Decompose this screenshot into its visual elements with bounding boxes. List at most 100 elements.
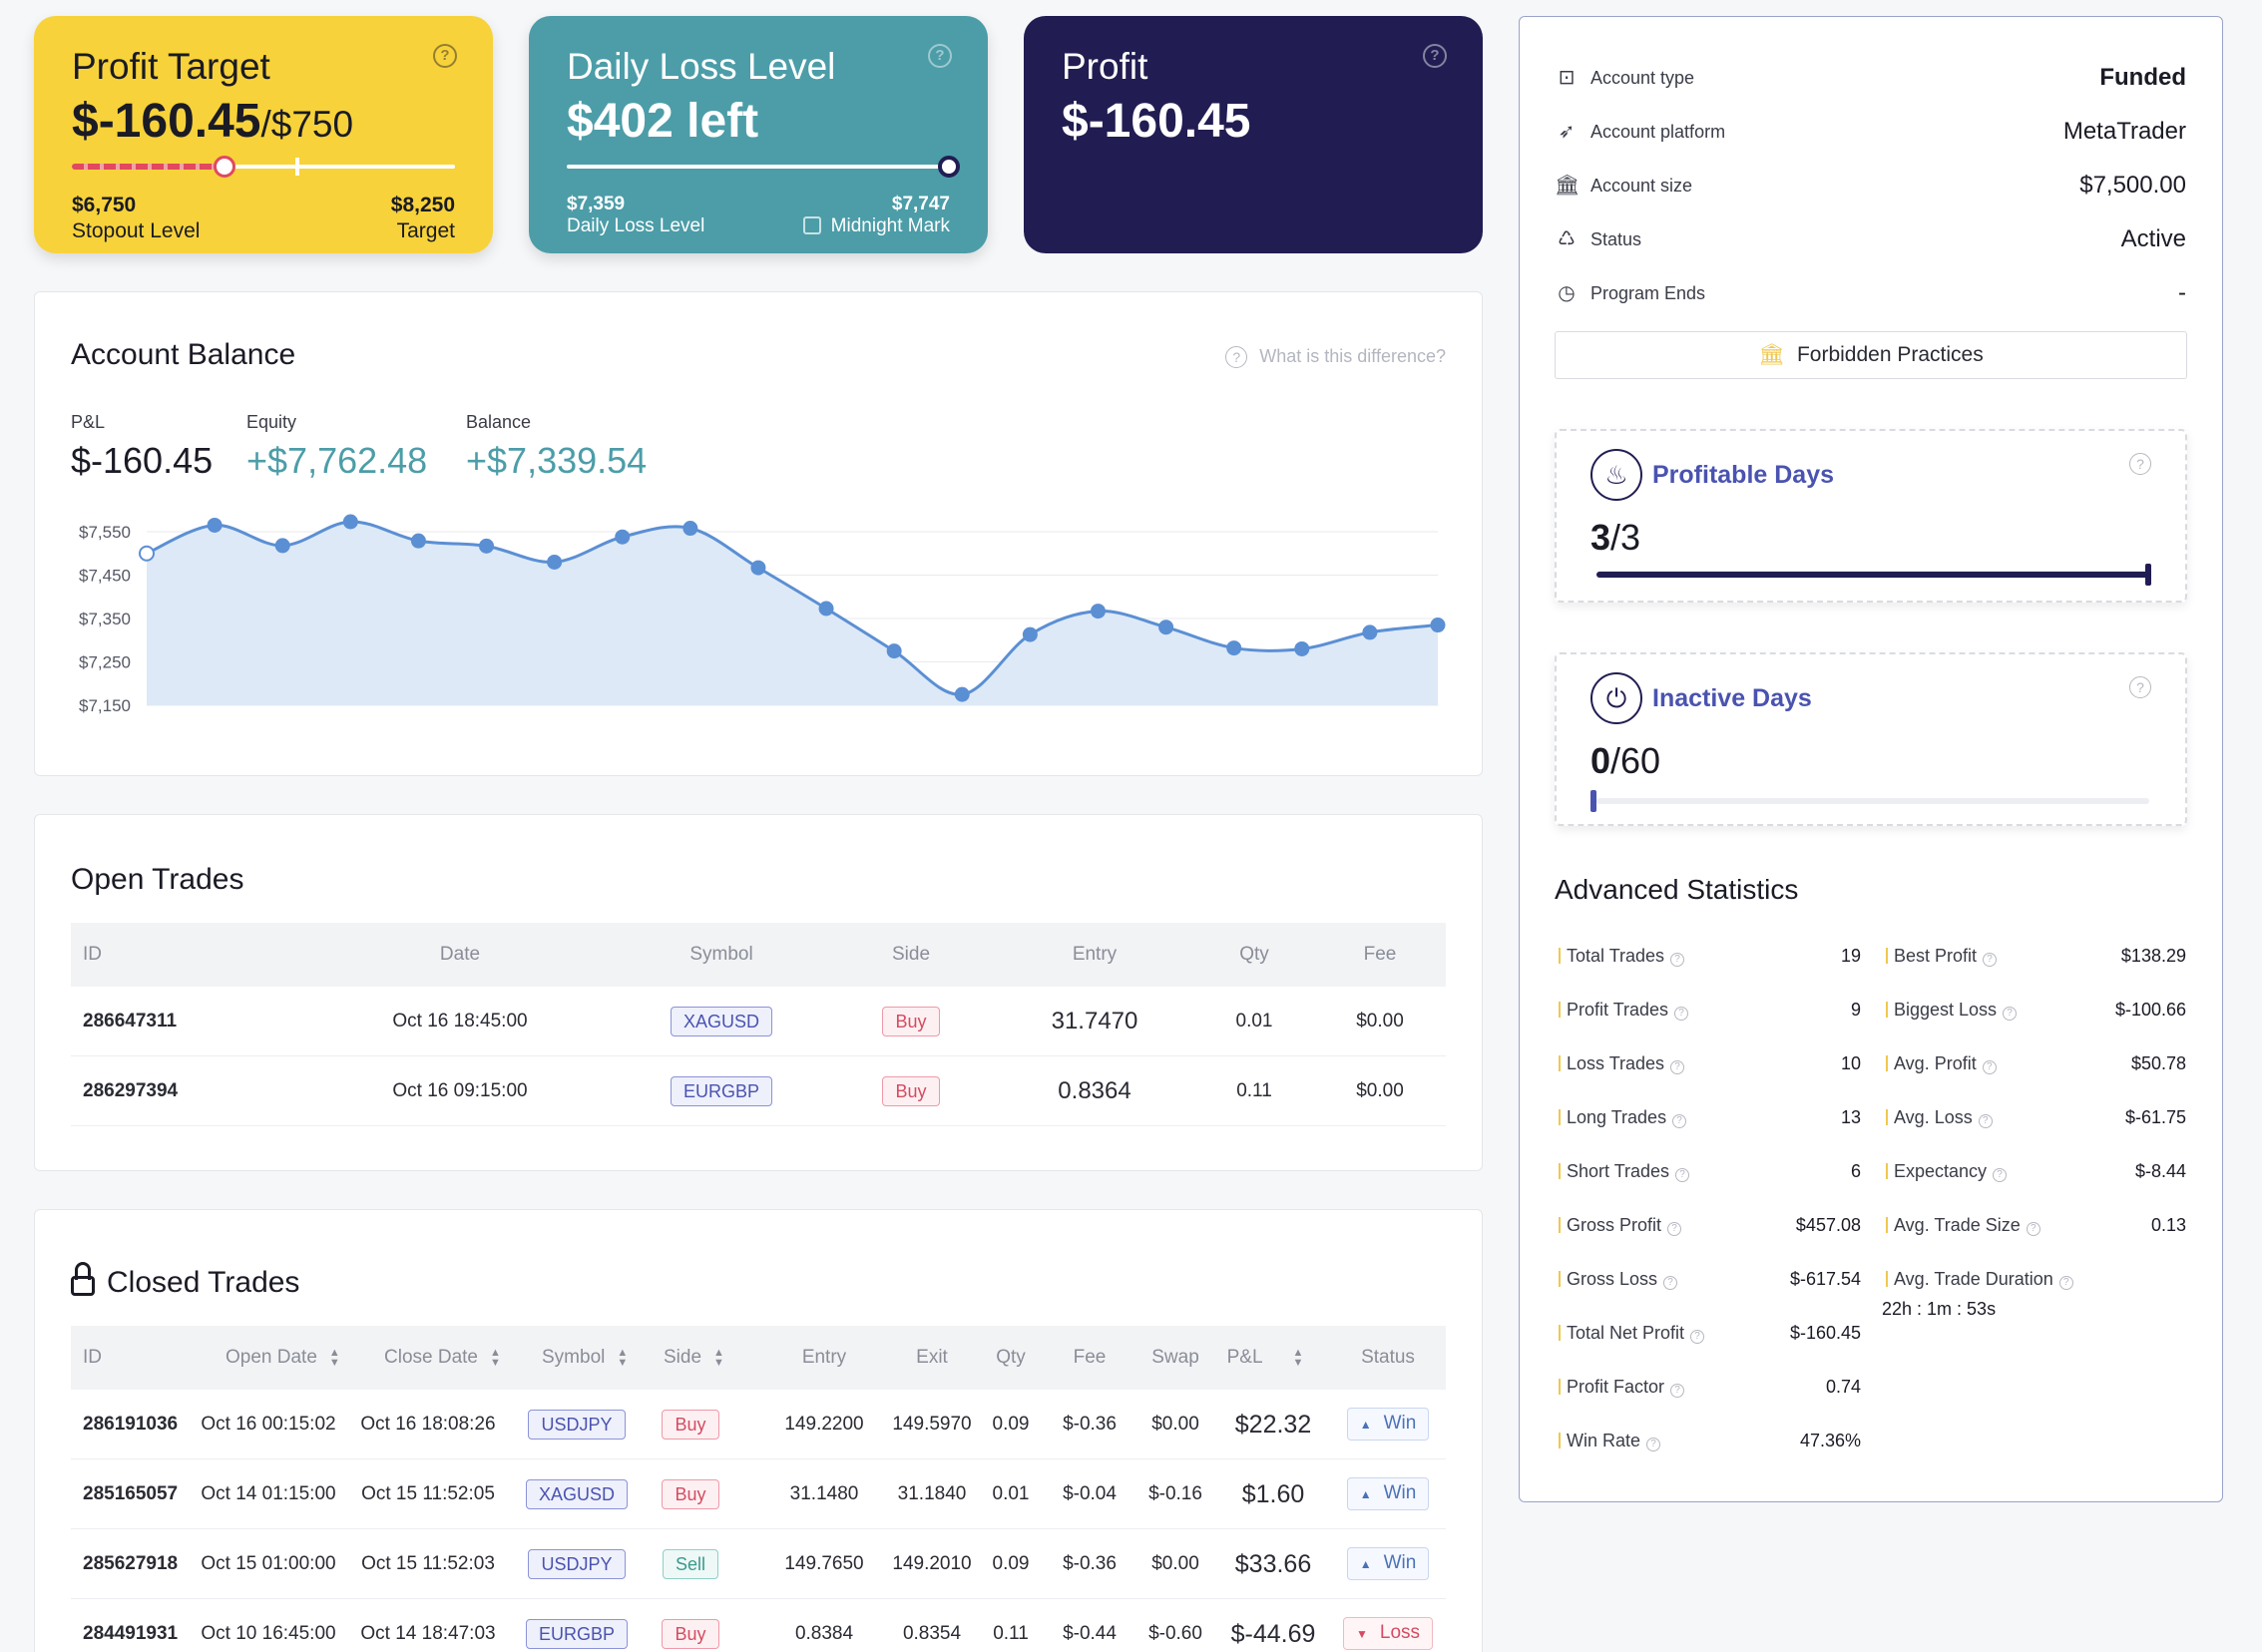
stat-label: Short Trades?: [1559, 1161, 1690, 1182]
data-point[interactable]: [818, 601, 834, 617]
advanced-statistics-title: Advanced Statistics: [1555, 874, 1799, 905]
symbol-badge: USDJPY: [528, 1409, 626, 1440]
help-icon[interactable]: ?: [1674, 1007, 1689, 1021]
daily-loss-value: $402 left: [567, 95, 759, 148]
pnl-label: P&L: [71, 412, 106, 432]
help-icon[interactable]: ?: [1672, 1114, 1687, 1128]
sort-icon[interactable]: ▲ ▼: [1292, 1346, 1304, 1369]
stat-value: $-8.44: [2134, 1161, 2186, 1181]
status-badge: ▼ Loss: [1342, 1617, 1434, 1651]
help-icon[interactable]: ?: [2058, 1276, 2073, 1290]
table-row[interactable]: 285165057 Oct 14 01:15:00 Oct 15 11:52:05 X…: [71, 1459, 1446, 1529]
data-point[interactable]: [1090, 604, 1106, 620]
sort-icon[interactable]: ▲ ▼: [713, 1346, 724, 1369]
help-icon[interactable]: ?: [1690, 1330, 1705, 1344]
help-icon[interactable]: ?: [1978, 1114, 1993, 1128]
help-icon[interactable]: ?: [2003, 1007, 2018, 1021]
help-icon[interactable]: ?: [1667, 1222, 1682, 1236]
inactive-days-title: Inactive Days: [1652, 684, 1812, 712]
data-point[interactable]: [1226, 640, 1242, 656]
help-icon[interactable]: ?: [433, 44, 457, 68]
trade-entry: 31.1480: [789, 1483, 859, 1504]
data-point[interactable]: [410, 533, 426, 549]
trade-qty: 0.01: [1235, 1011, 1273, 1032]
difference-help-link[interactable]: ? What is this difference?: [1225, 346, 1446, 368]
col-side[interactable]: Side ▲ ▼: [664, 1346, 724, 1369]
trade-date: Oct 16 09:15:00: [392, 1080, 528, 1101]
stat-label: Gross Profit?: [1559, 1215, 1682, 1236]
recycle-icon: ♺: [1558, 228, 1576, 250]
daily-loss-card: ? Daily Loss Level $402 left $7,359 Dail…: [529, 16, 988, 253]
data-point[interactable]: [682, 521, 698, 537]
stat-label: Profit Trades?: [1559, 1000, 1689, 1021]
col-close-date[interactable]: Close Date ▲ ▼: [384, 1346, 501, 1369]
data-point[interactable]: [886, 643, 902, 659]
table-row[interactable]: 284491931 Oct 10 16:45:00 Oct 14 18:47:03 E…: [71, 1599, 1446, 1652]
trade-pnl: $22.32: [1234, 1411, 1312, 1439]
data-point[interactable]: [547, 554, 563, 570]
col-qty: Qty: [1239, 944, 1269, 965]
data-point[interactable]: [1362, 624, 1378, 640]
y-tick-label: $7,350: [79, 610, 131, 628]
midnight-mark-value: $7,747: [891, 194, 950, 214]
data-point[interactable]: [1430, 618, 1446, 633]
table-row[interactable]: 286297394 Oct 16 09:15:00 EURGBP Buy 0.8…: [71, 1056, 1446, 1126]
sort-icon[interactable]: ▲ ▼: [490, 1346, 501, 1369]
data-point[interactable]: [1022, 626, 1038, 642]
caret-up-icon: ▲: [1359, 1487, 1372, 1502]
col-open-date[interactable]: Open Date ▲ ▼: [226, 1346, 340, 1369]
help-icon[interactable]: ?: [1646, 1438, 1661, 1451]
status-label: Status: [1590, 229, 1642, 249]
data-point[interactable]: [479, 538, 495, 554]
sort-icon[interactable]: ▲ ▼: [328, 1346, 340, 1369]
data-point[interactable]: [342, 514, 358, 530]
program-ends-label: Program Ends: [1590, 283, 1706, 303]
help-icon[interactable]: ?: [1675, 1168, 1690, 1182]
progress-knob: [938, 156, 960, 178]
inactive-days-progress: [1590, 790, 2149, 812]
col-symbol: Symbol: [689, 944, 753, 965]
profit-target-card: ? Profit Target $-160.45/$750 $6,750 Sto…: [34, 16, 493, 253]
help-icon[interactable]: ?: [2129, 453, 2151, 475]
stat-label: Expectancy?: [1886, 1161, 2008, 1182]
help-icon[interactable]: ?: [1670, 1060, 1685, 1074]
col-entry: Entry: [801, 1347, 847, 1368]
stat-value: 10: [1840, 1053, 1861, 1073]
help-icon[interactable]: ?: [1670, 1384, 1685, 1398]
help-icon[interactable]: ?: [1982, 1060, 1997, 1074]
table-row[interactable]: 285627918 Oct 15 01:00:00 Oct 15 11:52:03 U…: [71, 1529, 1446, 1599]
data-point[interactable]: [1294, 640, 1310, 656]
trade-fee: $-0.36: [1063, 1414, 1117, 1435]
data-point[interactable]: [274, 538, 290, 554]
data-point[interactable]: [139, 545, 155, 562]
help-icon[interactable]: ?: [928, 44, 952, 68]
help-icon[interactable]: ?: [2026, 1222, 2040, 1236]
data-point[interactable]: [954, 686, 970, 702]
col-pnl[interactable]: P&L ▲ ▼: [1226, 1346, 1304, 1369]
help-icon[interactable]: ?: [1663, 1276, 1678, 1290]
account-balance-panel: Account Balance ? What is this difference…: [34, 291, 1483, 776]
equity-label: Equity: [246, 412, 297, 432]
stat-label: Avg. Loss?: [1886, 1107, 1993, 1128]
caret-up-icon: ▲: [1359, 1557, 1372, 1572]
help-icon[interactable]: ?: [1983, 953, 1998, 967]
col-qty: Qty: [996, 1347, 1026, 1368]
table-row[interactable]: 286191036 Oct 16 00:15:02 Oct 16 18:08:26 U…: [71, 1390, 1446, 1459]
help-icon[interactable]: ?: [1993, 1168, 2008, 1182]
data-point[interactable]: [750, 560, 766, 576]
trade-qty: 0.11: [993, 1623, 1029, 1644]
data-point[interactable]: [1158, 620, 1174, 635]
status-badge: ▲ Win: [1346, 1547, 1430, 1581]
data-point[interactable]: [207, 517, 223, 533]
help-icon[interactable]: ?: [1670, 953, 1685, 967]
help-icon[interactable]: ?: [1423, 44, 1447, 68]
stat-value: 13: [1840, 1107, 1861, 1127]
data-point[interactable]: [615, 529, 631, 545]
sort-icon[interactable]: ▲ ▼: [617, 1346, 629, 1369]
daily-loss-level-label: Daily Loss Level: [567, 215, 705, 236]
table-row[interactable]: 286647311 Oct 16 18:45:00 XAGUSD Buy 31.…: [71, 987, 1446, 1056]
trade-id: 286647311: [83, 1011, 178, 1032]
col-symbol[interactable]: Symbol ▲ ▼: [542, 1346, 629, 1369]
forbidden-practices-button[interactable]: 🏛 Forbidden Practices: [1555, 331, 2187, 379]
help-icon[interactable]: ?: [2129, 676, 2151, 698]
